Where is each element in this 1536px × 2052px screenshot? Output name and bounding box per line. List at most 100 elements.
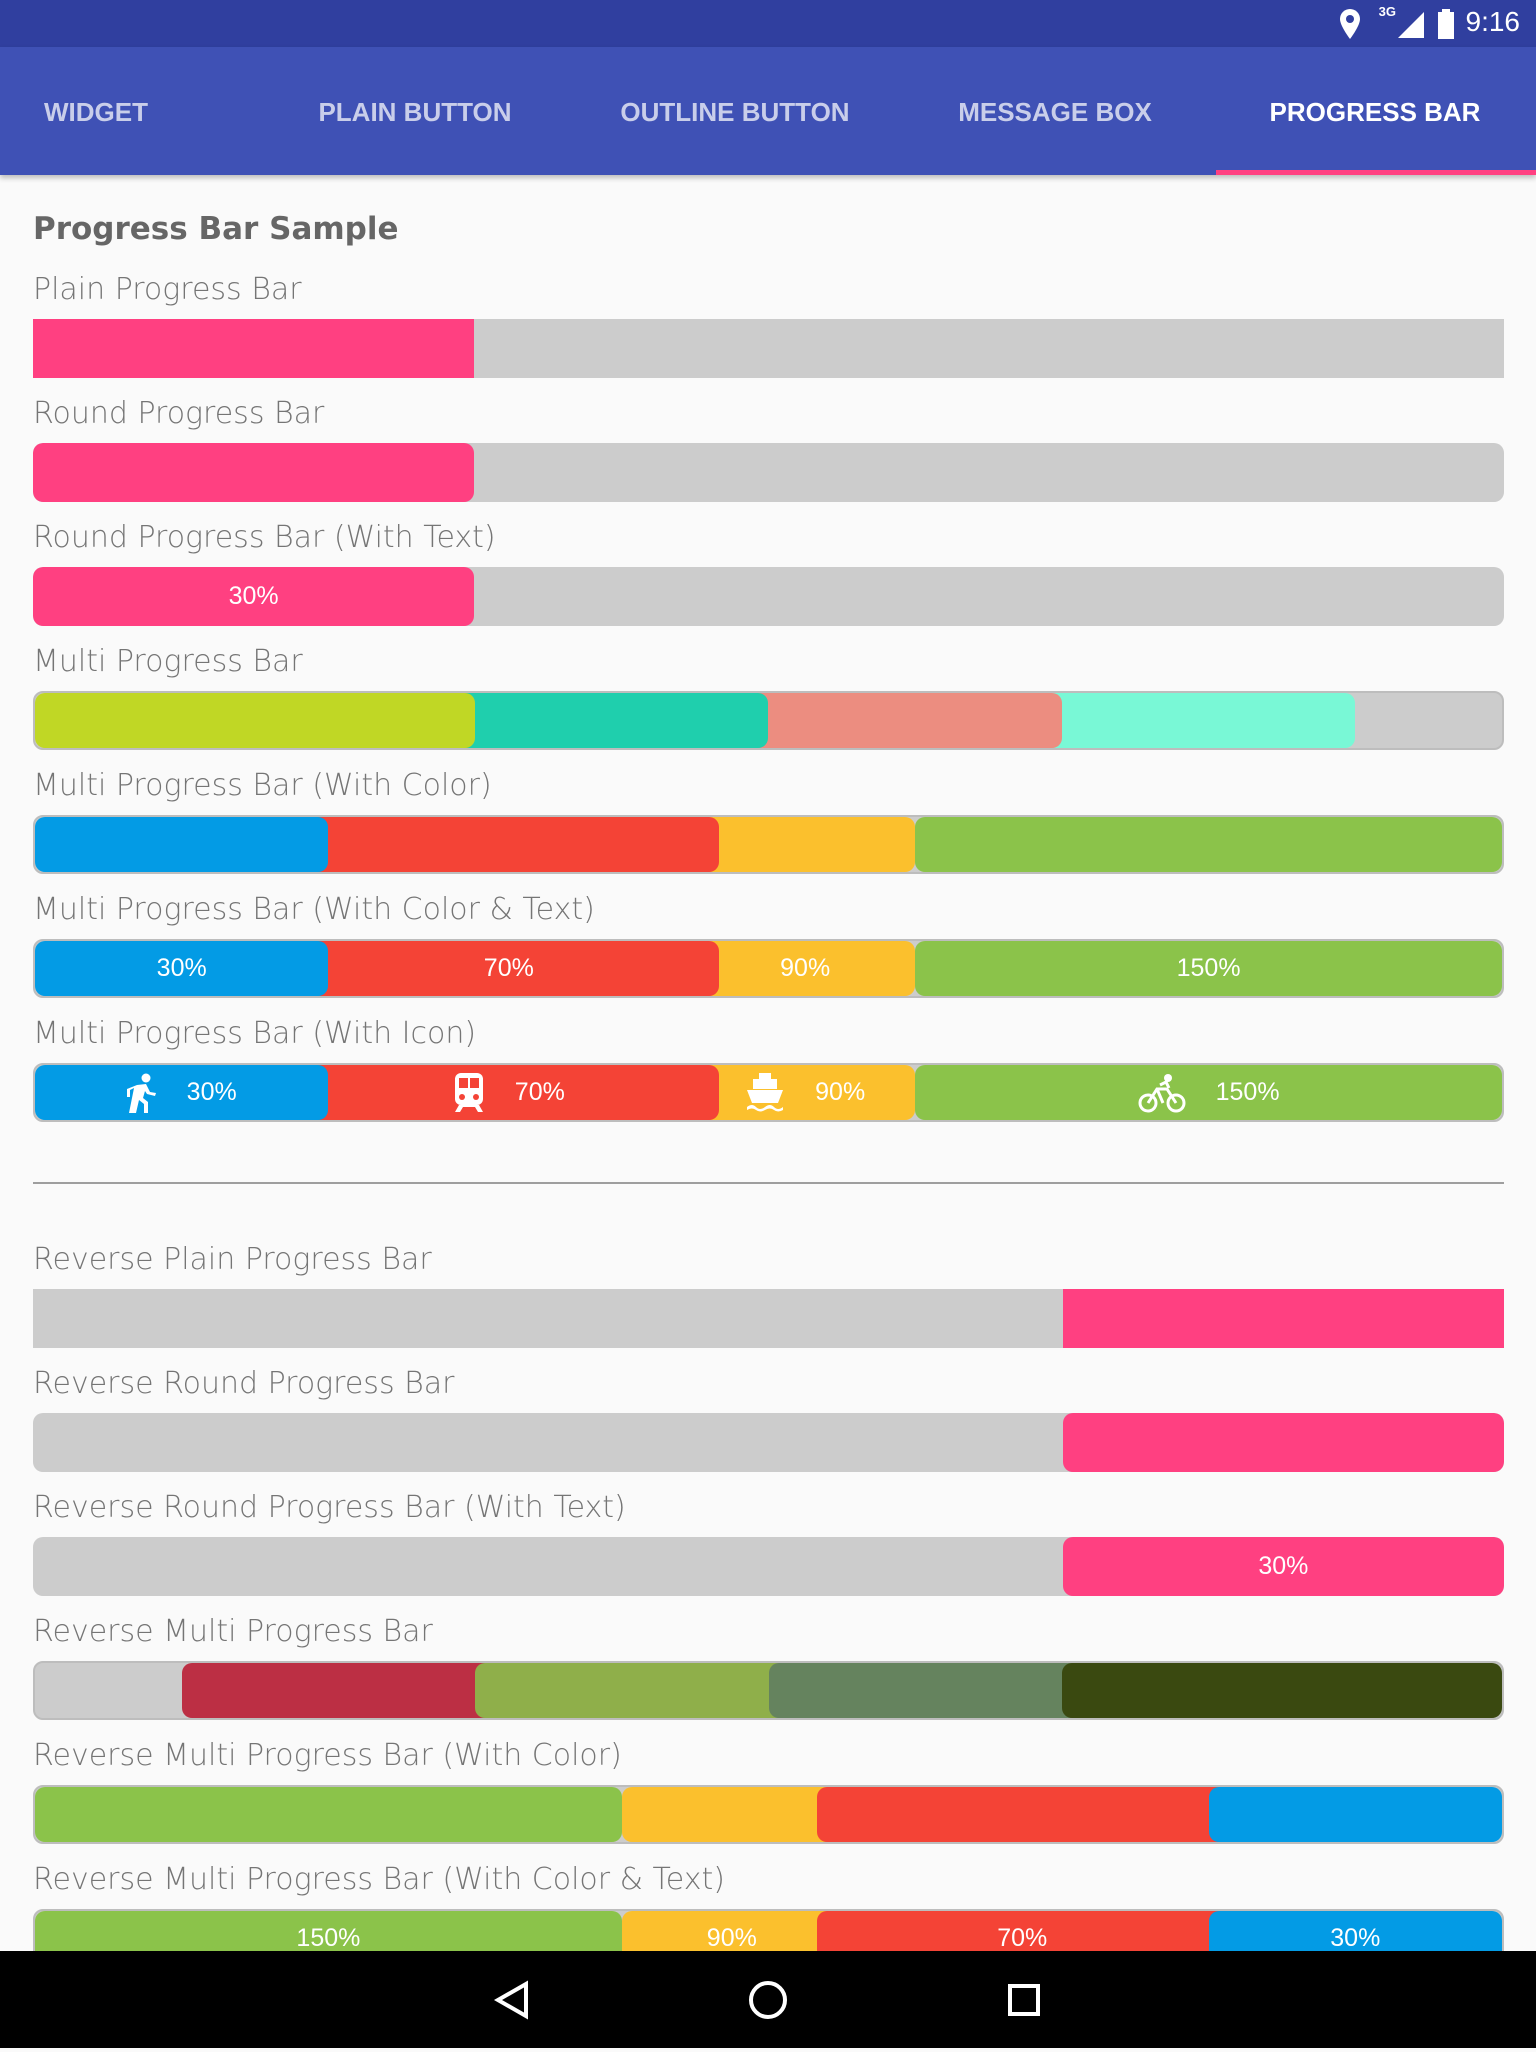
segment-text: 150% <box>296 1924 361 1951</box>
progress-bar <box>33 1413 1504 1472</box>
tab[interactable]: PROGRESS BAR <box>1269 97 1481 127</box>
signal-icon <box>1398 12 1424 38</box>
progress-bar: 150% 90% 70% 30% <box>33 1909 1504 1951</box>
progress-segment: 30% <box>1208 1911 1502 1951</box>
progress-segment: 70% <box>299 1065 719 1120</box>
progress-segment <box>33 443 475 502</box>
progress-segment <box>621 1787 842 1842</box>
bar-label: Round Progress Bar (With Text) <box>33 520 496 555</box>
segment-text: 150% <box>1215 1078 1280 1106</box>
tab[interactable]: WIDGET <box>44 97 148 127</box>
segment-icon <box>453 1072 485 1113</box>
progress-bar <box>33 691 1504 750</box>
progress-bar <box>33 1661 1504 1720</box>
bar-label: Multi Progress Bar <box>33 644 303 679</box>
progress-bar: 30% <box>33 567 1504 626</box>
segment-text: 30% <box>186 1078 237 1106</box>
progress-segment: 70% <box>299 941 719 996</box>
bar-label: Reverse Round Progress Bar (With Text) <box>33 1490 626 1525</box>
progress-segment: 150% <box>35 1911 622 1951</box>
nav-icons <box>493 1980 1040 2020</box>
bar-label: Plain Progress Bar <box>33 272 302 307</box>
progress-segment: 90% <box>695 941 916 996</box>
progress-segment: 90% <box>621 1911 842 1951</box>
bar-label: Reverse Round Progress Bar <box>33 1366 455 1401</box>
bar-label: Reverse Multi Progress Bar <box>33 1614 433 1649</box>
progress-segment <box>181 1663 505 1718</box>
progress-segment: 30% <box>35 941 329 996</box>
progress-bar: 30% <box>33 1537 1504 1596</box>
content: Progress Bar Sample Plain Progress Bar Ro… <box>0 175 1536 1951</box>
segment-text: 70% <box>997 1924 1048 1951</box>
segment-text: 70% <box>483 954 534 982</box>
progress-segment <box>816 1787 1228 1842</box>
bar-label: Multi Progress Bar (With Icon) <box>33 1016 477 1051</box>
progress-segment <box>35 693 476 748</box>
back-button[interactable] <box>493 1980 528 2020</box>
progress-segment <box>35 817 329 872</box>
bar-label: Round Progress Bar <box>33 396 325 431</box>
tab-indicator <box>1216 170 1536 175</box>
segment-icon <box>126 1073 157 1113</box>
progress-bar <box>33 1785 1504 1844</box>
segment-text: 30% <box>228 582 279 610</box>
navigation-bar <box>0 1951 1536 2048</box>
progress-segment <box>1208 1787 1502 1842</box>
segment-text: 30% <box>156 954 207 982</box>
tab[interactable]: MESSAGE BOX <box>958 97 1152 127</box>
progress-bar: 150% 90% 70% 30% <box>33 1063 1504 1122</box>
bar-label: Reverse Multi Progress Bar (With Color &… <box>33 1862 725 1897</box>
location-icon <box>1340 9 1360 39</box>
progress-bar <box>33 815 1504 874</box>
segment-text: 150% <box>1176 954 1241 982</box>
network: 3G <box>1378 4 1396 19</box>
progress-segment: 30% <box>33 567 475 626</box>
progress-bar <box>33 1289 1504 1348</box>
progress-segment <box>695 817 916 872</box>
progress-bar <box>33 319 1504 378</box>
progress-segment <box>768 1663 1092 1718</box>
segment-text: 90% <box>706 1924 757 1951</box>
segment-text: 90% <box>815 1078 866 1106</box>
bar-label: Multi Progress Bar (With Color & Text) <box>33 892 595 927</box>
bar-label: Multi Progress Bar (With Color) <box>33 768 492 803</box>
segment-text: 30% <box>1258 1552 1309 1580</box>
progress-segment <box>445 693 769 748</box>
status-bar: 3G 9:16 <box>0 0 1536 47</box>
bar-label: Reverse Multi Progress Bar (With Color) <box>33 1738 622 1773</box>
progress-segment <box>1032 693 1356 748</box>
progress-segment <box>35 1787 622 1842</box>
progress-bar <box>33 443 1504 502</box>
segment-text: 30% <box>1330 1924 1381 1951</box>
progress-segment: 30% <box>35 1065 329 1120</box>
progress-segment <box>475 1663 798 1718</box>
progress-segment: 150% <box>915 941 1502 996</box>
segment-icon <box>1138 1073 1186 1113</box>
battery-icon <box>1438 9 1454 39</box>
progress-segment <box>33 319 475 378</box>
segment-text: 90% <box>780 954 831 982</box>
recents-button[interactable] <box>1008 1984 1040 2016</box>
divider <box>33 1182 1504 1184</box>
progress-segment <box>299 817 719 872</box>
home-button[interactable] <box>749 1981 787 2019</box>
segment-text: 70% <box>514 1078 565 1106</box>
clock: 9:16 <box>1465 6 1521 37</box>
progress-segment <box>915 817 1502 872</box>
progress-segment: 30% <box>1062 1537 1504 1596</box>
tab[interactable]: OUTLINE BUTTON <box>620 97 850 127</box>
segment-icon <box>745 1072 785 1113</box>
tab[interactable]: PLAIN BUTTON <box>318 97 512 127</box>
progress-segment: 70% <box>816 1911 1228 1951</box>
progress-segment <box>1062 1413 1504 1472</box>
progress-segment <box>1061 1663 1502 1718</box>
progress-segment <box>1062 1289 1504 1348</box>
progress-segment: 90% <box>695 1065 916 1120</box>
progress-segment <box>739 693 1062 748</box>
bar-label: Reverse Plain Progress Bar <box>33 1242 432 1277</box>
tab-bar: WIDGET PLAIN BUTTON OUTLINE BUTTON MESSA… <box>0 47 1536 175</box>
progress-segment: 150% <box>915 1065 1502 1120</box>
section-title: Progress Bar Sample <box>33 211 399 247</box>
progress-bar: 150% 90% 70% 30% <box>33 939 1504 998</box>
